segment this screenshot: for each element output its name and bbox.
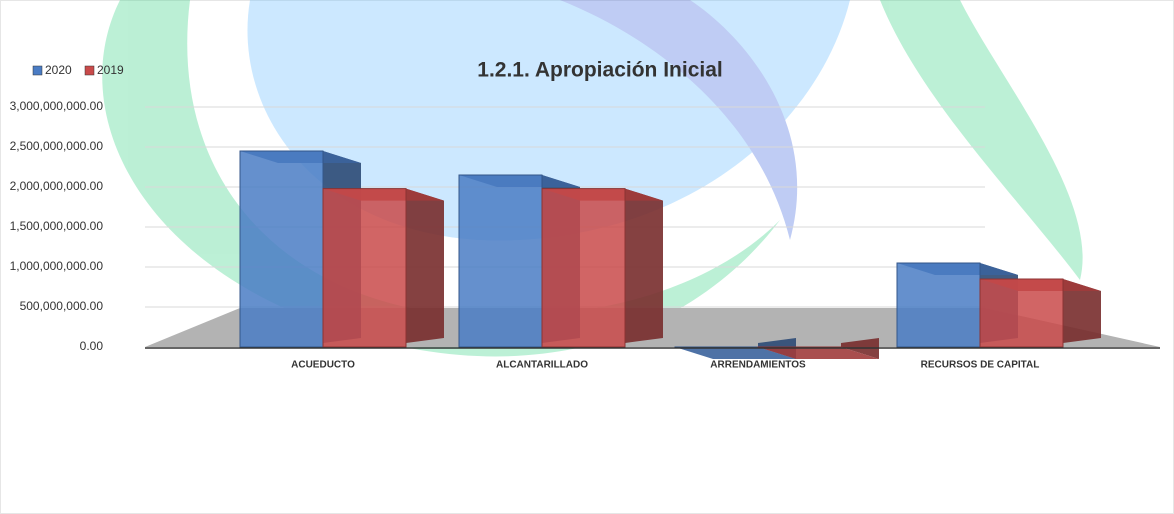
bar-side [625, 188, 663, 343]
chart-title: 1.2.1. Apropiación Inicial [477, 59, 722, 82]
legend-swatch [84, 65, 95, 76]
y-tick-label: 2,500,000,000.00 [10, 139, 104, 153]
bar [458, 174, 543, 348]
x-tick-label: ALCANTARILLADO [496, 360, 588, 371]
y-tick-label: 1,000,000,000.00 [10, 259, 104, 273]
bar-side [406, 188, 444, 343]
legend-label: 2020 [45, 63, 72, 77]
legend-swatch [32, 65, 43, 76]
y-tick-label: 1,500,000,000.00 [10, 219, 104, 233]
x-tick-label: ARRENDAMIENTOS [710, 360, 806, 371]
x-tick-label: RECURSOS DE CAPITAL [921, 360, 1040, 371]
y-tick-label: 0.00 [80, 339, 104, 353]
y-tick-label: 2,000,000,000.00 [10, 179, 104, 193]
bar [239, 150, 324, 348]
y-tick-label: 3,000,000,000.00 [10, 99, 104, 113]
bar [896, 262, 981, 348]
bar-side [1063, 279, 1101, 343]
bar [541, 188, 626, 348]
bar-top [758, 347, 879, 359]
bar [322, 188, 407, 348]
legend-label: 2019 [97, 63, 124, 77]
bar-top [675, 347, 796, 359]
x-tick-label: ACUEDUCTO [291, 360, 355, 371]
y-tick-label: 500,000,000.00 [20, 299, 104, 313]
bar [979, 278, 1064, 348]
